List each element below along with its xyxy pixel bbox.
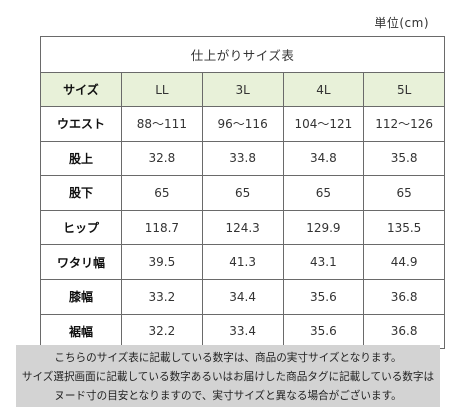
table-cell: 33.8 bbox=[201, 140, 284, 177]
table-row-hem: 裾幅 32.2 33.4 35.6 36.8 bbox=[40, 313, 446, 350]
table-cell: 34.8 bbox=[282, 140, 365, 177]
table-cell: 32.2 bbox=[121, 313, 203, 350]
size-chart-table: 仕上がりサイズ表 サイズ LL 3L 4L 5L ウエスト 88～111 96～… bbox=[39, 36, 446, 350]
table-cell: 96～116 bbox=[201, 106, 284, 142]
note-line: サイズ選択画面に記載している数字あるいはお届けした商品タグに記載している数字は bbox=[21, 371, 435, 383]
row-label: 裾幅 bbox=[40, 313, 122, 350]
table-cell: 36.8 bbox=[363, 278, 446, 315]
row-label: ヒップ bbox=[40, 209, 122, 246]
table-row-knee: 膝幅 33.2 34.4 35.6 36.8 bbox=[40, 278, 446, 315]
table-cell: 124.3 bbox=[201, 209, 284, 246]
table-row-rise: 股上 32.8 33.8 34.8 35.8 bbox=[40, 140, 446, 177]
table-row-waist: ウエスト 88～111 96～116 104～121 112～126 bbox=[40, 106, 446, 142]
table-cell: 44.9 bbox=[363, 244, 446, 280]
table-cell: 33.2 bbox=[121, 278, 203, 315]
table-cell: 39.5 bbox=[121, 244, 203, 280]
table-cell: 35.6 bbox=[282, 278, 365, 315]
table-cell: 65 bbox=[121, 175, 203, 211]
note-line: ヌード寸の目安となりますので、実寸サイズと異なる場合がございます。 bbox=[54, 390, 402, 402]
table-cell: 135.5 bbox=[363, 209, 446, 246]
table-row-hip: ヒップ 118.7 124.3 129.9 135.5 bbox=[40, 209, 446, 246]
table-cell: 32.8 bbox=[121, 140, 203, 177]
size-header-row: サイズ LL 3L 4L 5L bbox=[40, 72, 446, 107]
unit-label: 単位(cm) bbox=[374, 16, 429, 30]
table-cell: 118.7 bbox=[121, 209, 203, 246]
size-header-label: サイズ bbox=[40, 72, 122, 107]
table-cell: 65 bbox=[282, 175, 365, 211]
table-cell: 65 bbox=[201, 175, 284, 211]
table-cell: 41.3 bbox=[201, 244, 284, 280]
table-cell: 36.8 bbox=[363, 313, 446, 350]
table-title: 仕上がりサイズ表 bbox=[39, 36, 446, 73]
note-line: こちらのサイズ表に記載している数字は、商品の実寸サイズとなります。 bbox=[54, 352, 402, 364]
table-cell: 112～126 bbox=[363, 106, 446, 142]
row-label: ウエスト bbox=[40, 106, 122, 142]
table-row-thigh: ワタリ幅 39.5 41.3 43.1 44.9 bbox=[40, 244, 446, 280]
table-cell: 35.8 bbox=[363, 140, 446, 177]
row-label: 股上 bbox=[40, 140, 122, 177]
table-cell: 35.6 bbox=[282, 313, 365, 350]
size-header-ll: LL bbox=[121, 72, 203, 107]
table-cell: 104～121 bbox=[282, 106, 365, 142]
table-row-inseam: 股下 65 65 65 65 bbox=[40, 175, 446, 211]
table-cell: 34.4 bbox=[201, 278, 284, 315]
table-cell: 129.9 bbox=[282, 209, 365, 246]
size-header-5l: 5L bbox=[363, 72, 446, 107]
size-header-3l: 3L bbox=[201, 72, 284, 107]
table-cell: 33.4 bbox=[201, 313, 284, 350]
table-title-row: 仕上がりサイズ表 bbox=[39, 36, 446, 73]
table-cell: 65 bbox=[363, 175, 446, 211]
size-header-4l: 4L bbox=[282, 72, 365, 107]
size-note-box: こちらのサイズ表に記載している数字は、商品の実寸サイズとなります。 サイズ選択画… bbox=[16, 345, 440, 407]
row-label: 膝幅 bbox=[40, 278, 122, 315]
table-cell: 88～111 bbox=[121, 106, 203, 142]
row-label: 股下 bbox=[40, 175, 122, 211]
table-cell: 43.1 bbox=[282, 244, 365, 280]
row-label: ワタリ幅 bbox=[40, 244, 122, 280]
